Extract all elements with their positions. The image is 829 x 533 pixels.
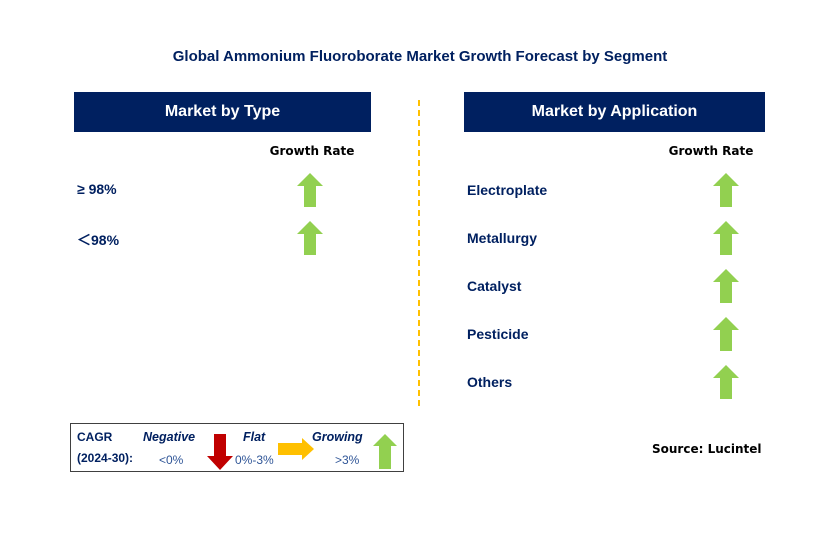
type-row-label: ≥ 98% — [77, 181, 117, 197]
growing-arrow-icon — [713, 365, 739, 399]
application-row-label: Metallurgy — [467, 230, 538, 246]
growing-arrow-icon — [373, 434, 397, 469]
legend-period-label: (2024-30): — [77, 451, 134, 465]
cagr-legend: CAGR (2024-30): Negative <0% Flat 0%-3% … — [70, 423, 404, 472]
legend-negative-label: Negative — [143, 430, 196, 444]
application-row-label: Pesticide — [467, 326, 529, 342]
source-label: Source: Lucintel — [652, 442, 762, 456]
application-header: Market by Application — [464, 92, 765, 132]
legend-cagr-label: CAGR — [77, 430, 113, 444]
growing-arrow-icon — [713, 221, 739, 255]
divider-line — [418, 100, 420, 406]
growing-arrow-icon — [297, 173, 323, 207]
type-header: Market by Type — [74, 92, 371, 132]
page-title: Global Ammonium Fluoroborate Market Grow… — [172, 48, 668, 65]
growing-arrow-icon — [713, 173, 739, 207]
application-row-label: Catalyst — [467, 278, 522, 294]
application-row-label: Others — [467, 374, 513, 390]
flat-arrow-icon — [278, 438, 314, 460]
legend-growing-range: >3% — [335, 453, 360, 467]
type-row-label: ＜98% — [77, 232, 120, 248]
growing-arrow-icon — [713, 317, 739, 351]
legend-negative-range: <0% — [159, 453, 184, 467]
negative-arrow-icon — [207, 434, 233, 470]
legend-flat-range: 0%-3% — [235, 453, 274, 467]
type-growth-rate-label: Growth Rate — [269, 144, 355, 158]
growing-arrow-icon — [297, 221, 323, 255]
growing-arrow-icon — [713, 269, 739, 303]
legend-flat-label: Flat — [243, 430, 266, 444]
application-growth-rate-label: Growth Rate — [668, 144, 754, 158]
legend-growing-label: Growing — [312, 430, 363, 444]
application-row-label: Electroplate — [467, 182, 548, 198]
